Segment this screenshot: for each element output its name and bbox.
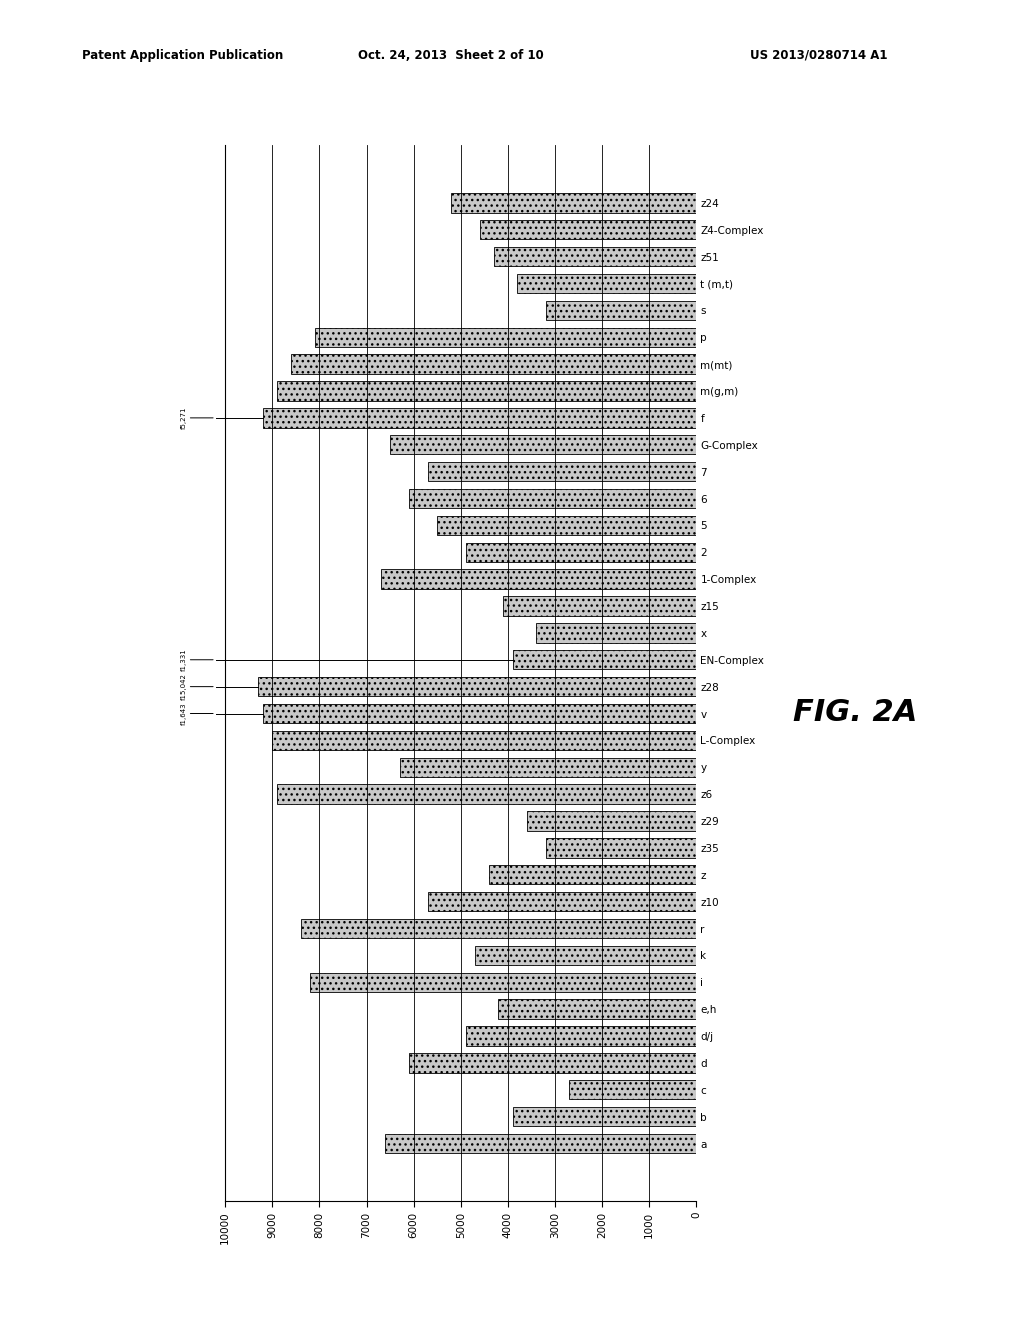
Bar bbox=[526, 812, 696, 830]
Text: Patent Application Publication: Patent Application Publication bbox=[82, 49, 284, 62]
Bar bbox=[513, 649, 696, 669]
Bar bbox=[390, 436, 696, 454]
Bar bbox=[278, 784, 696, 804]
Bar bbox=[409, 1053, 696, 1073]
Bar bbox=[399, 758, 696, 777]
Bar bbox=[546, 838, 696, 858]
Bar bbox=[291, 355, 696, 374]
Bar bbox=[489, 865, 696, 884]
Bar bbox=[569, 1080, 696, 1100]
Bar bbox=[310, 973, 696, 991]
Bar bbox=[499, 999, 696, 1019]
Bar bbox=[385, 1134, 696, 1154]
Bar bbox=[428, 892, 696, 911]
Text: f5,271: f5,271 bbox=[180, 407, 186, 429]
Text: f1,643: f1,643 bbox=[180, 702, 186, 725]
Text: US 2013/0280714 A1: US 2013/0280714 A1 bbox=[751, 49, 888, 62]
Bar bbox=[503, 597, 696, 615]
Bar bbox=[466, 1027, 696, 1045]
Bar bbox=[537, 623, 696, 643]
Text: f1,331: f1,331 bbox=[180, 648, 186, 671]
Bar bbox=[452, 193, 696, 213]
Bar bbox=[381, 569, 696, 589]
Bar bbox=[263, 408, 696, 428]
Bar bbox=[479, 220, 696, 239]
Bar bbox=[517, 273, 696, 293]
Bar bbox=[494, 247, 696, 267]
Text: FIG. 2A: FIG. 2A bbox=[793, 698, 918, 727]
Bar bbox=[513, 1107, 696, 1126]
Bar bbox=[278, 381, 696, 401]
Bar bbox=[428, 462, 696, 482]
Bar bbox=[314, 327, 696, 347]
Bar bbox=[466, 543, 696, 562]
Bar bbox=[475, 945, 696, 965]
Bar bbox=[258, 677, 696, 697]
Text: Oct. 24, 2013  Sheet 2 of 10: Oct. 24, 2013 Sheet 2 of 10 bbox=[357, 49, 544, 62]
Bar bbox=[546, 301, 696, 319]
Bar bbox=[263, 704, 696, 723]
Bar bbox=[437, 516, 696, 535]
Bar bbox=[301, 919, 696, 939]
Text: f15,042: f15,042 bbox=[180, 673, 186, 700]
Bar bbox=[409, 488, 696, 508]
Bar bbox=[272, 731, 696, 750]
